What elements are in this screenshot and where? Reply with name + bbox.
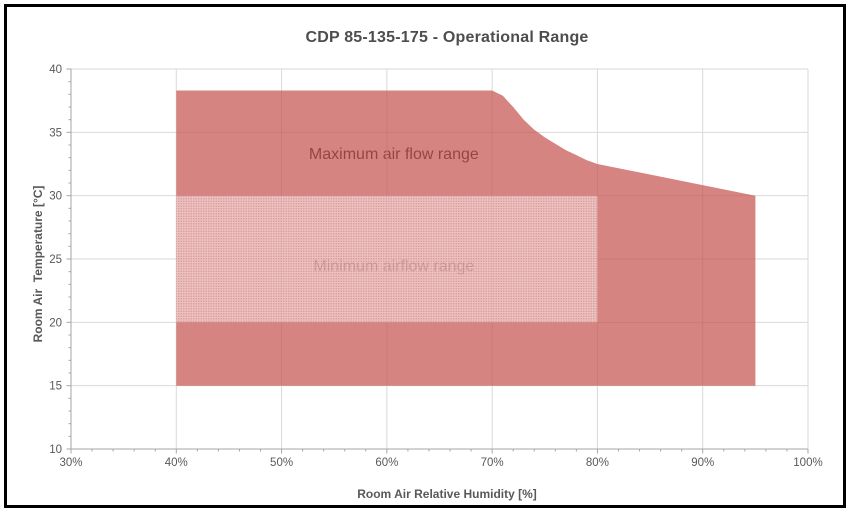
y-tick-label: 40 bbox=[49, 64, 62, 76]
chart-title: CDP 85-135-175 - Operational Range bbox=[305, 29, 589, 46]
y-tick-labels: 10 15 20 25 30 35 40 bbox=[49, 64, 62, 456]
ticks bbox=[66, 68, 809, 454]
y-tick-label: 10 bbox=[49, 444, 62, 456]
x-tick-labels: 30% 40% 50% 60% 70% 80% 90% 100% bbox=[59, 457, 822, 469]
x-axis-title: Room Air Relative Humidity [%] bbox=[357, 487, 537, 501]
y-tick-label: 35 bbox=[49, 127, 62, 139]
x-tick-label: 50% bbox=[270, 457, 293, 469]
y-tick-label: 20 bbox=[49, 317, 62, 329]
x-tick-label: 70% bbox=[481, 457, 504, 469]
x-tick-label: 60% bbox=[375, 457, 398, 469]
x-tick-label: 80% bbox=[586, 457, 609, 469]
y-tick-label: 30 bbox=[49, 191, 62, 203]
x-tick-label: 30% bbox=[59, 457, 82, 469]
x-tick-label: 40% bbox=[165, 457, 188, 469]
region-minimum-airflow bbox=[176, 195, 598, 323]
x-tick-label: 90% bbox=[691, 457, 714, 469]
x-tick-label: 100% bbox=[793, 457, 822, 469]
y-tick-label: 25 bbox=[49, 254, 62, 266]
y-tick-label: 15 bbox=[49, 381, 62, 393]
